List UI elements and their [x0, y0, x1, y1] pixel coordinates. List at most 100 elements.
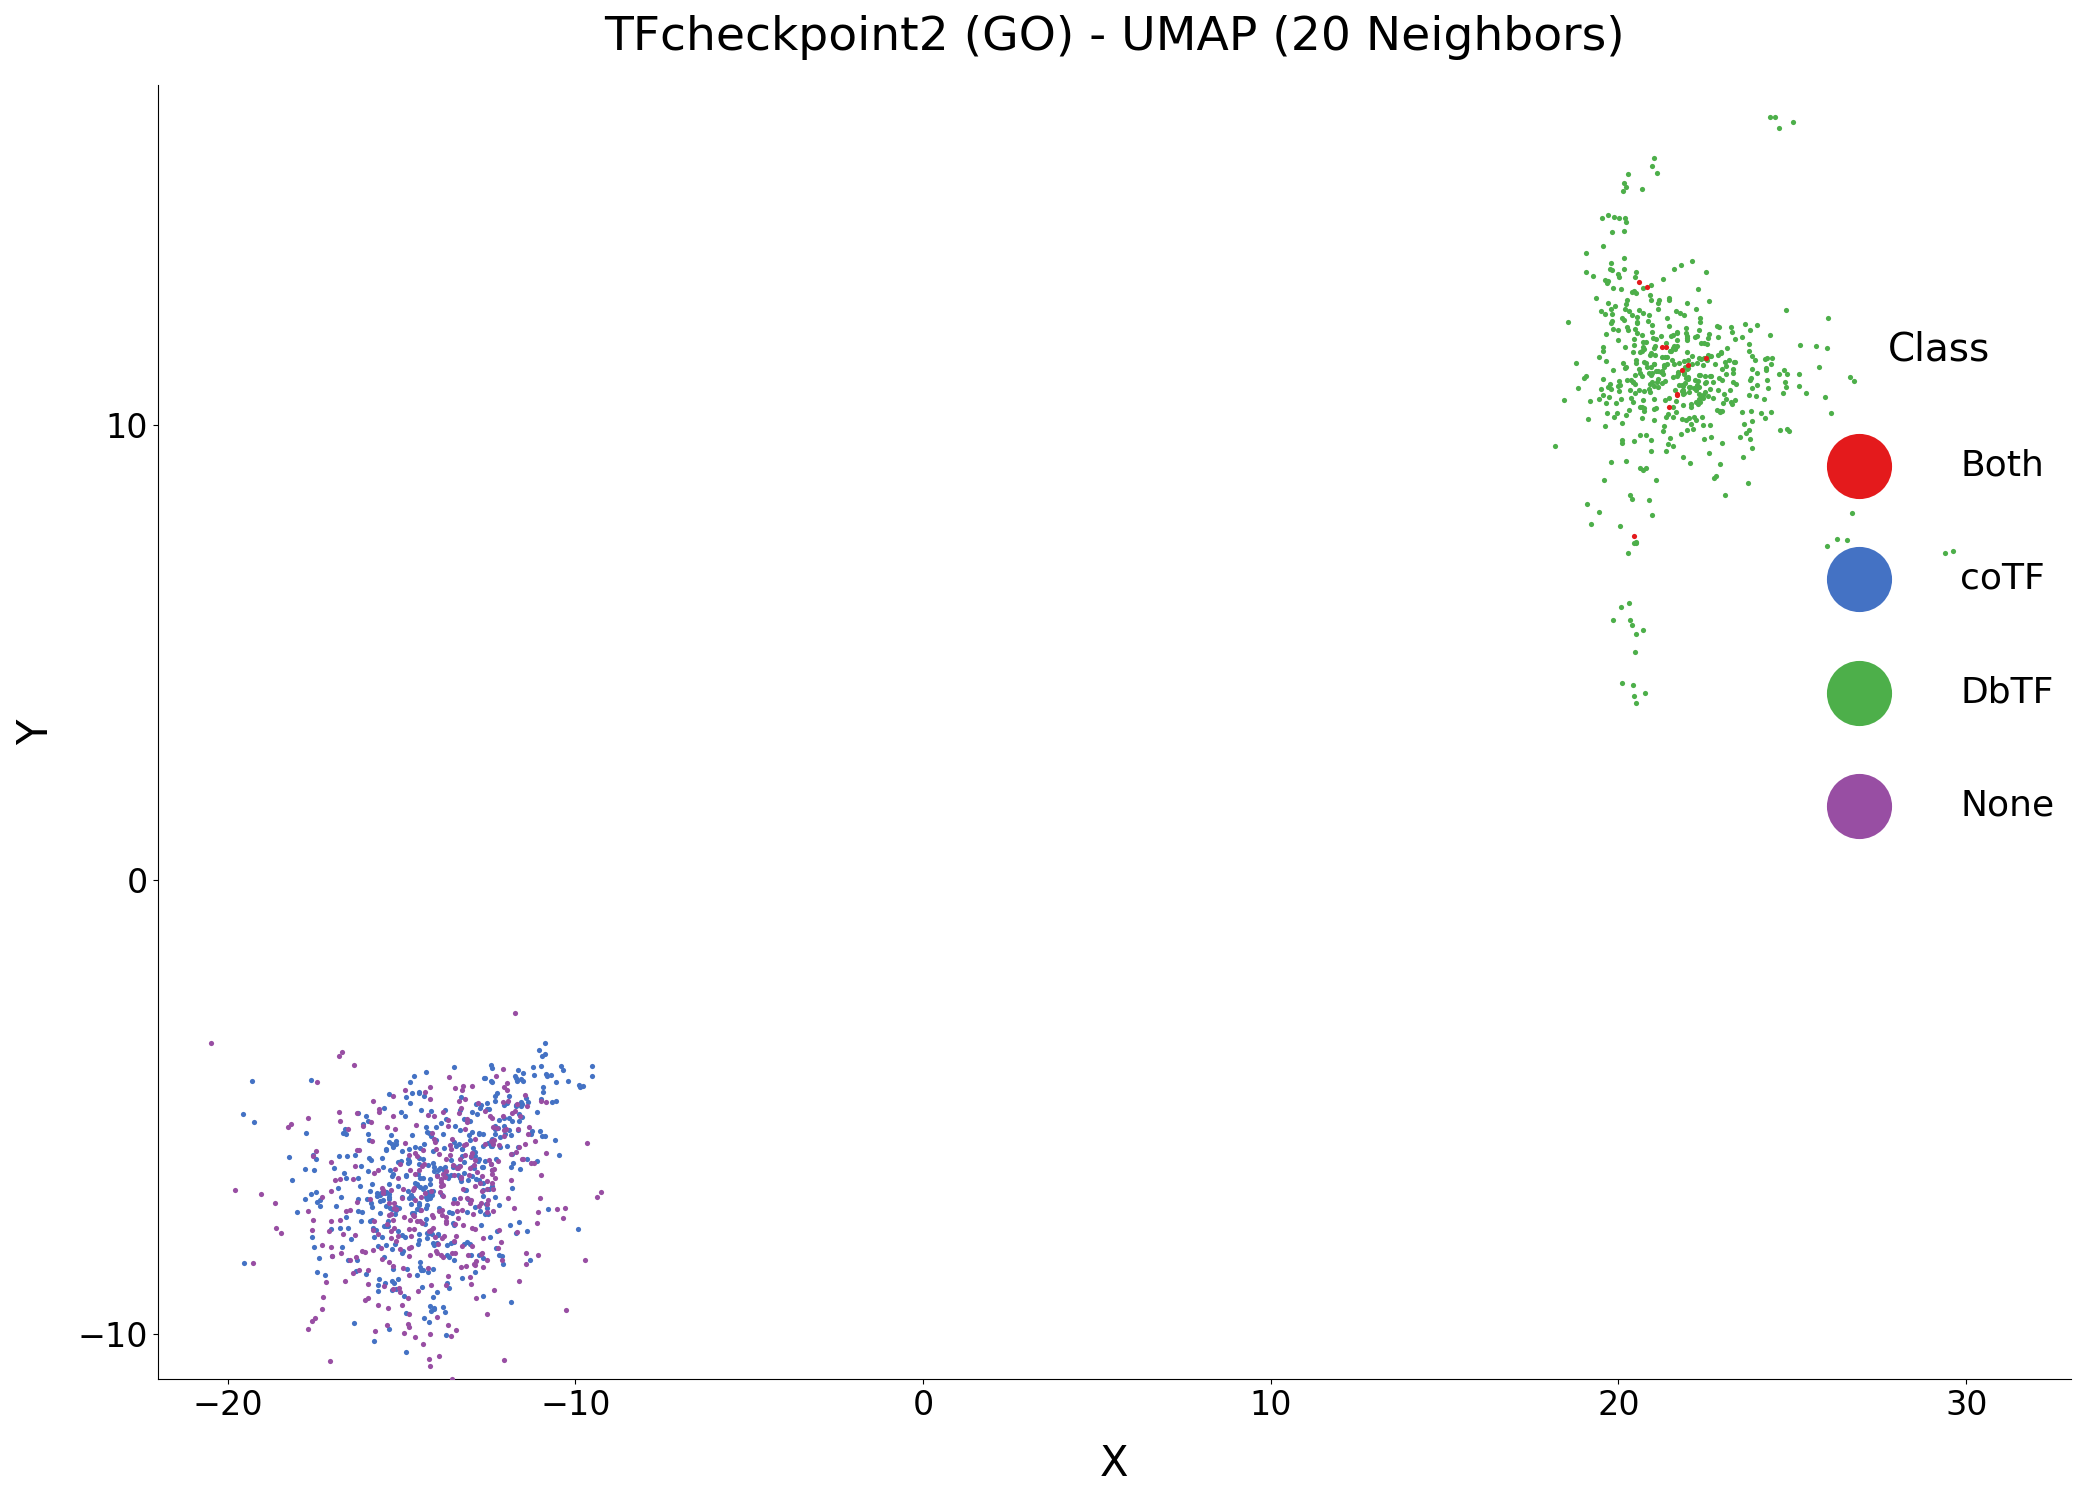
Point [1705, 430, 1739, 454]
Point [472, 1178, 506, 1202]
Point [1695, 345, 1728, 369]
Point [439, 1240, 472, 1264]
Point [441, 1089, 475, 1113]
Point [508, 1240, 542, 1264]
Point [1684, 332, 1718, 356]
Point [407, 1080, 441, 1104]
Point [500, 1094, 533, 1118]
Point [525, 1044, 559, 1068]
Point [378, 1118, 412, 1142]
Point [357, 1161, 391, 1185]
Point [483, 1136, 517, 1160]
Point [1638, 344, 1672, 368]
Point [569, 1248, 603, 1272]
Point [1569, 364, 1602, 388]
Point [357, 1215, 391, 1239]
Point [445, 1197, 479, 1221]
Point [430, 1263, 464, 1287]
Point [418, 1160, 452, 1184]
Point [378, 1228, 412, 1252]
Point [1602, 369, 1636, 393]
Point [1619, 280, 1653, 304]
Point [506, 1062, 540, 1086]
Point [1735, 357, 1768, 381]
Point [470, 1197, 504, 1221]
Point [485, 1230, 519, 1254]
Point [416, 1222, 449, 1246]
Point [1663, 374, 1697, 398]
Point [1657, 396, 1691, 420]
Point [292, 1317, 326, 1341]
Point [1693, 344, 1726, 368]
Point [1699, 464, 1732, 488]
Point [452, 1124, 485, 1148]
Point [502, 1116, 536, 1140]
Point [401, 1173, 435, 1197]
Point [328, 1269, 361, 1293]
Point [410, 1212, 443, 1236]
Point [386, 1138, 420, 1162]
Point [1552, 310, 1586, 334]
Point [376, 1132, 410, 1156]
Point [523, 1119, 556, 1143]
Point [1707, 390, 1741, 414]
Point [584, 1180, 617, 1204]
Point [1728, 413, 1762, 436]
Point [388, 1341, 422, 1365]
Point [1602, 380, 1636, 404]
Point [510, 1148, 544, 1172]
Point [470, 1192, 504, 1216]
Point [1686, 332, 1720, 356]
Point [1678, 375, 1712, 399]
Point [1583, 298, 1617, 322]
Point [1623, 396, 1657, 420]
Point [1590, 270, 1623, 294]
Point [338, 1143, 372, 1167]
Point [1682, 306, 1716, 330]
Point [1747, 348, 1781, 372]
Point [1596, 309, 1630, 333]
Point [418, 1137, 452, 1161]
Point [422, 1344, 456, 1368]
Point [338, 1053, 372, 1077]
Point [294, 1068, 328, 1092]
Point [393, 1216, 426, 1240]
Point [393, 1150, 426, 1174]
Point [544, 1054, 578, 1078]
Point [414, 1167, 447, 1191]
Point [1644, 360, 1678, 384]
Point [445, 1254, 479, 1278]
Point [514, 1248, 548, 1272]
Point [521, 1100, 554, 1124]
Point [1676, 352, 1709, 376]
Point [378, 1156, 412, 1180]
Point [1598, 206, 1632, 230]
Point [1625, 302, 1659, 326]
Point [1634, 440, 1667, 464]
Point [500, 1094, 533, 1118]
Point [1537, 433, 1571, 457]
Point [481, 1132, 514, 1156]
Point [498, 1197, 531, 1221]
Point [1611, 318, 1644, 342]
Point [1638, 146, 1672, 170]
Point [368, 1245, 401, 1269]
Point [1602, 206, 1636, 230]
Point [502, 1210, 536, 1234]
Point [1628, 336, 1661, 360]
Point [458, 1251, 491, 1275]
Point [437, 1214, 470, 1237]
Point [1611, 542, 1644, 566]
Point [1661, 321, 1695, 345]
Point [470, 1131, 504, 1155]
Point [378, 1216, 412, 1240]
Point [428, 1204, 462, 1228]
Point [468, 1149, 502, 1173]
Point [1648, 414, 1682, 438]
Point [340, 1166, 374, 1190]
Point [1665, 378, 1699, 402]
Point [426, 1294, 460, 1318]
Point [418, 1296, 452, 1320]
Point [1653, 386, 1686, 410]
Point [536, 1089, 569, 1113]
